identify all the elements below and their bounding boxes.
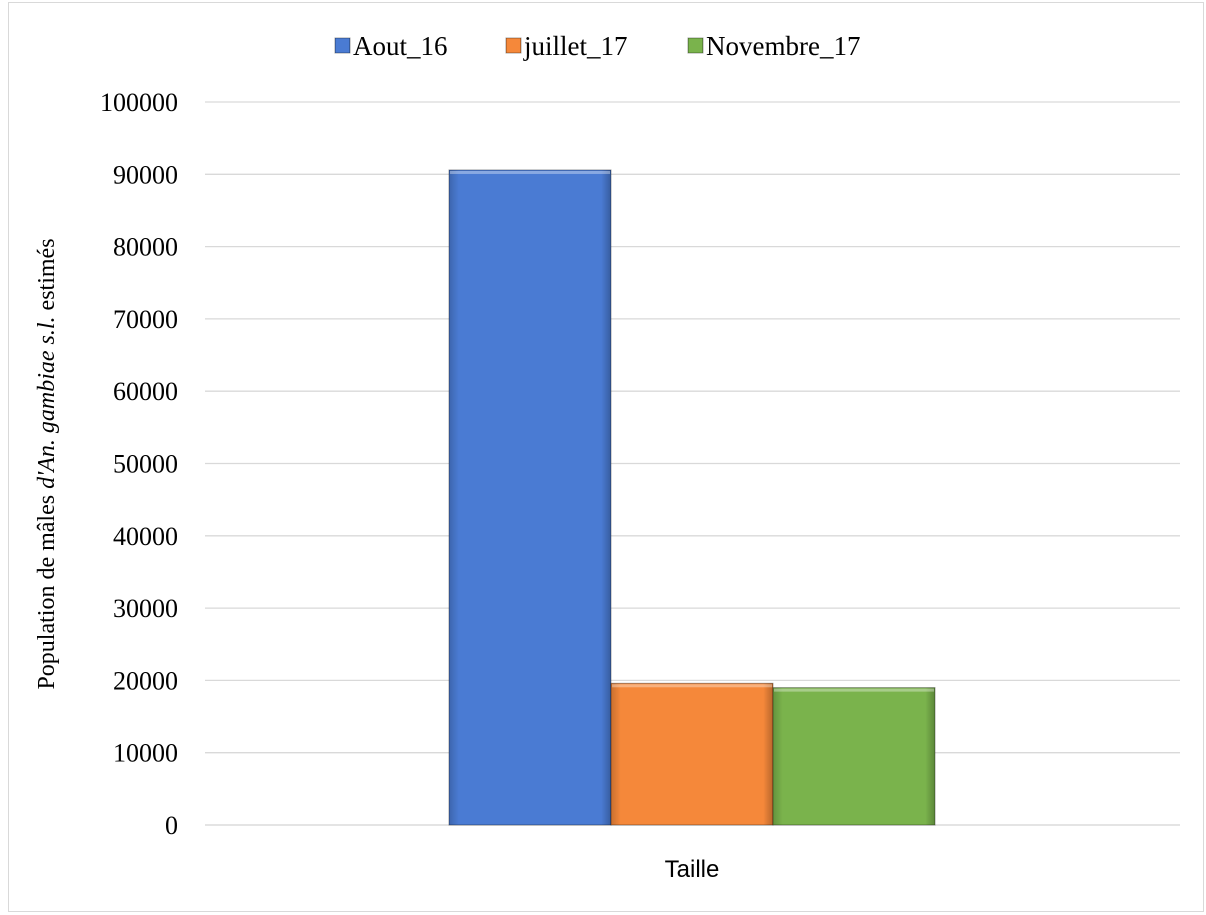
- bar-bevel: [449, 169, 611, 825]
- y-axis-title-part: d'An. gambiae s.l.: [34, 316, 60, 488]
- bar-highlight: [612, 684, 772, 688]
- y-tick-label: 10000: [113, 739, 178, 768]
- legend-label: Aout_16: [353, 31, 448, 61]
- legend-swatch-bevel: [335, 38, 350, 53]
- legend-item: Aout_16: [334, 31, 448, 61]
- y-tick-label: 90000: [113, 160, 178, 189]
- bar-juillet-17: [610, 682, 774, 826]
- y-axis-title-part: Population de mâles: [34, 489, 60, 690]
- y-axis-ticks: 0 10000 20000 30000 40000 50000 60000 70000 8000…: [100, 88, 178, 840]
- y-tick-label: 40000: [113, 522, 178, 551]
- legend: Aout_16 juillet_17 Novembre_17: [334, 31, 860, 61]
- legend-label: Novembre_17: [706, 31, 860, 61]
- bar-highlight: [774, 688, 934, 692]
- legend-label: juillet_17: [523, 31, 628, 61]
- legend-swatch-bevel: [506, 38, 521, 53]
- y-tick-label: 100000: [100, 88, 178, 117]
- y-tick-label: 0: [165, 811, 178, 840]
- legend-item: juillet_17: [505, 31, 628, 61]
- y-axis-title: Population de mâles d'An. gambiae s.l. e…: [34, 238, 60, 689]
- bar-aout-16: [448, 169, 612, 826]
- bar-novembre-17: [772, 687, 936, 826]
- y-tick-label: 20000: [113, 666, 178, 695]
- legend-item: Novembre_17: [687, 31, 860, 61]
- y-axis-title-part: estimés: [34, 238, 60, 316]
- y-tick-label: 60000: [113, 377, 178, 406]
- bar-bevel: [611, 683, 773, 825]
- legend-swatch-bevel: [688, 38, 703, 53]
- x-category-label: Taille: [665, 856, 720, 883]
- bar-bevel: [773, 687, 935, 825]
- y-tick-label: 80000: [113, 233, 178, 262]
- y-tick-label: 50000: [113, 450, 178, 479]
- bar-highlight: [450, 170, 610, 174]
- y-tick-label: 70000: [113, 305, 178, 334]
- y-tick-label: 30000: [113, 594, 178, 623]
- bars: [448, 169, 936, 826]
- x-axis-labels: Taille: [665, 856, 720, 883]
